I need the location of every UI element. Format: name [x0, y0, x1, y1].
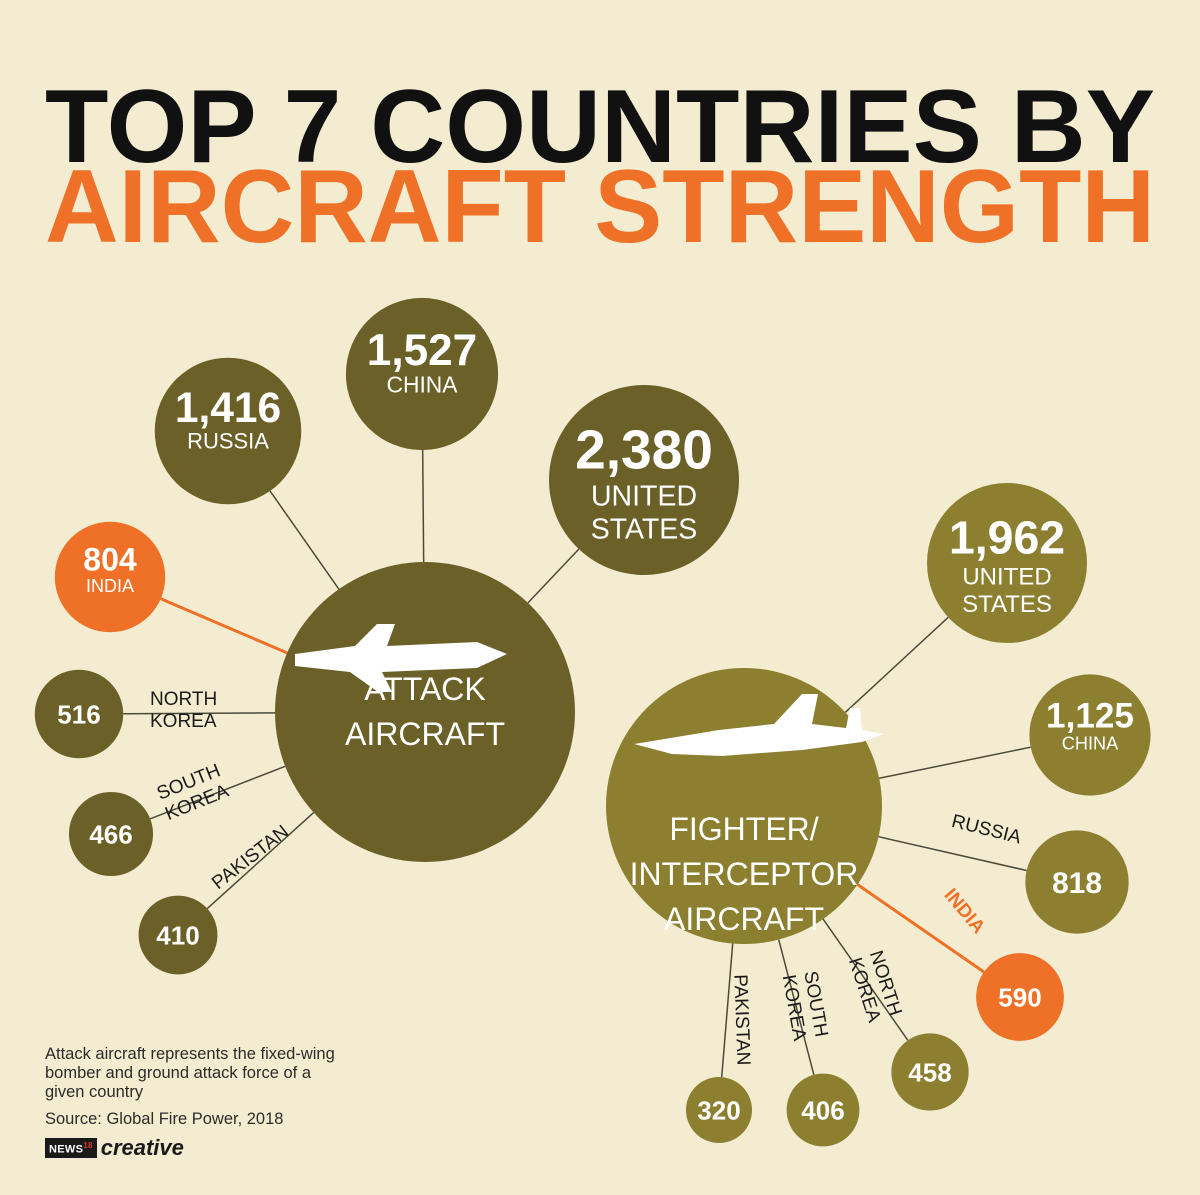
fighter-russia-country-label: RUSSIA	[949, 811, 1023, 849]
attack-russia-connector	[269, 490, 340, 590]
attack-india-connector	[160, 597, 288, 655]
fighter-north-korea-value-label: 458	[908, 1057, 951, 1087]
attack-north-korea-country-label-line-1: NORTH	[150, 689, 217, 710]
fighter-pakistan-bubble	[686, 1077, 752, 1143]
fighter-united-states-value-label: 1,962	[949, 511, 1065, 563]
fighter-jet-icon	[634, 694, 884, 756]
attack-india-country-label: INDIA	[86, 576, 134, 596]
fighter-south-korea-value-label: 406	[801, 1095, 844, 1125]
attack-north-korea-country-label-line-2: KOREA	[150, 711, 217, 732]
fighter-russia-bubble	[1025, 830, 1129, 934]
attack-russia-bubble	[154, 357, 302, 505]
fighter-south-korea-connector	[777, 939, 815, 1075]
attack-india-bubble	[54, 521, 166, 633]
fighter-india-value-label: 590	[998, 982, 1041, 1012]
fighter-united-states-bubble	[927, 483, 1087, 643]
attack-united-states-country-label-line-1: UNITED	[591, 481, 697, 513]
attack-south-korea-bubble	[68, 791, 154, 877]
fighter-pakistan-connector	[720, 943, 734, 1078]
attack-china-country-label: CHINA	[387, 371, 459, 397]
news18-creative-logo: NEWS18 creative	[45, 1135, 184, 1161]
attack-united-states-connector	[527, 548, 580, 604]
attack-united-states-value-label: 2,380	[575, 419, 713, 481]
attack-south-korea-connector	[149, 765, 286, 820]
attack-pakistan-connector	[206, 811, 315, 910]
attack-china-bubble	[345, 297, 499, 451]
fighter-north-korea-connector	[822, 918, 909, 1041]
attack-north-korea-connector	[123, 712, 276, 715]
fighter-china-connector	[879, 746, 1031, 779]
attack-russia-country-label: RUSSIA	[187, 429, 269, 454]
title-line-2: AIRCRAFT STRENGTH	[45, 149, 1155, 265]
fighter-russia-connector	[878, 835, 1027, 872]
attack-north-korea-bubble	[34, 669, 124, 759]
fighter-hub-label-line-2: INTERCEPTOR	[630, 856, 859, 892]
fighter-india-bubble	[976, 953, 1064, 1041]
attack-pakistan-country-label: PAKISTAN	[208, 821, 293, 894]
footnote: Attack aircraft represents the fixed-win…	[45, 1045, 335, 1101]
fighter-hub-label-line-3: AIRCRAFT	[664, 901, 824, 937]
fighter-india-connector	[856, 883, 985, 974]
attack-russia-value-label: 1,416	[175, 385, 281, 432]
attack-hub-bubble	[275, 562, 575, 862]
fighter-united-states-country-label-line-2: STATES	[962, 591, 1052, 618]
fighter-china-bubble	[1029, 674, 1151, 796]
fighter-south-korea-bubble	[786, 1073, 860, 1147]
attack-china-value-label: 1,527	[367, 326, 477, 375]
creative-logo-word: creative	[100, 1135, 184, 1160]
source-note: Source: Global Fire Power, 2018	[45, 1110, 284, 1128]
fighter-russia-value-label: 818	[1052, 867, 1102, 900]
fighter-china-country-label: CHINA	[1062, 734, 1119, 754]
attack-jet-icon	[295, 624, 507, 692]
attack-north-korea-value-label: 516	[57, 699, 100, 729]
title-line-1: TOP 7 COUNTRIES BY	[45, 69, 1155, 185]
attack-united-states-country-label-line-2: STATES	[591, 513, 698, 545]
fighter-india-country-label: INDIA	[940, 885, 990, 938]
attack-india-value-label: 804	[83, 541, 137, 577]
fighter-pakistan-value-label: 320	[697, 1095, 740, 1125]
fighter-north-korea-bubble	[891, 1033, 969, 1111]
fighter-united-states-connector	[844, 616, 949, 713]
attack-united-states-bubble	[549, 385, 739, 575]
fighter-pakistan-country-label: PAKISTAN	[729, 974, 753, 1066]
attack-hub-label-line-2: AIRCRAFT	[345, 716, 505, 752]
attack-hub-label-line-1: ATTACK	[364, 671, 485, 707]
attack-china-connector	[421, 450, 425, 563]
fighter-hub-label-line-1: FIGHTER/	[669, 811, 818, 847]
fighter-united-states-country-label-line-1: UNITED	[962, 564, 1051, 591]
fighter-china-value-label: 1,125	[1046, 697, 1134, 736]
attack-pakistan-bubble	[138, 895, 218, 975]
attack-south-korea-value-label: 466	[89, 819, 132, 849]
attack-pakistan-value-label: 410	[156, 920, 199, 950]
news18-logo-mark: NEWS18	[45, 1137, 97, 1159]
